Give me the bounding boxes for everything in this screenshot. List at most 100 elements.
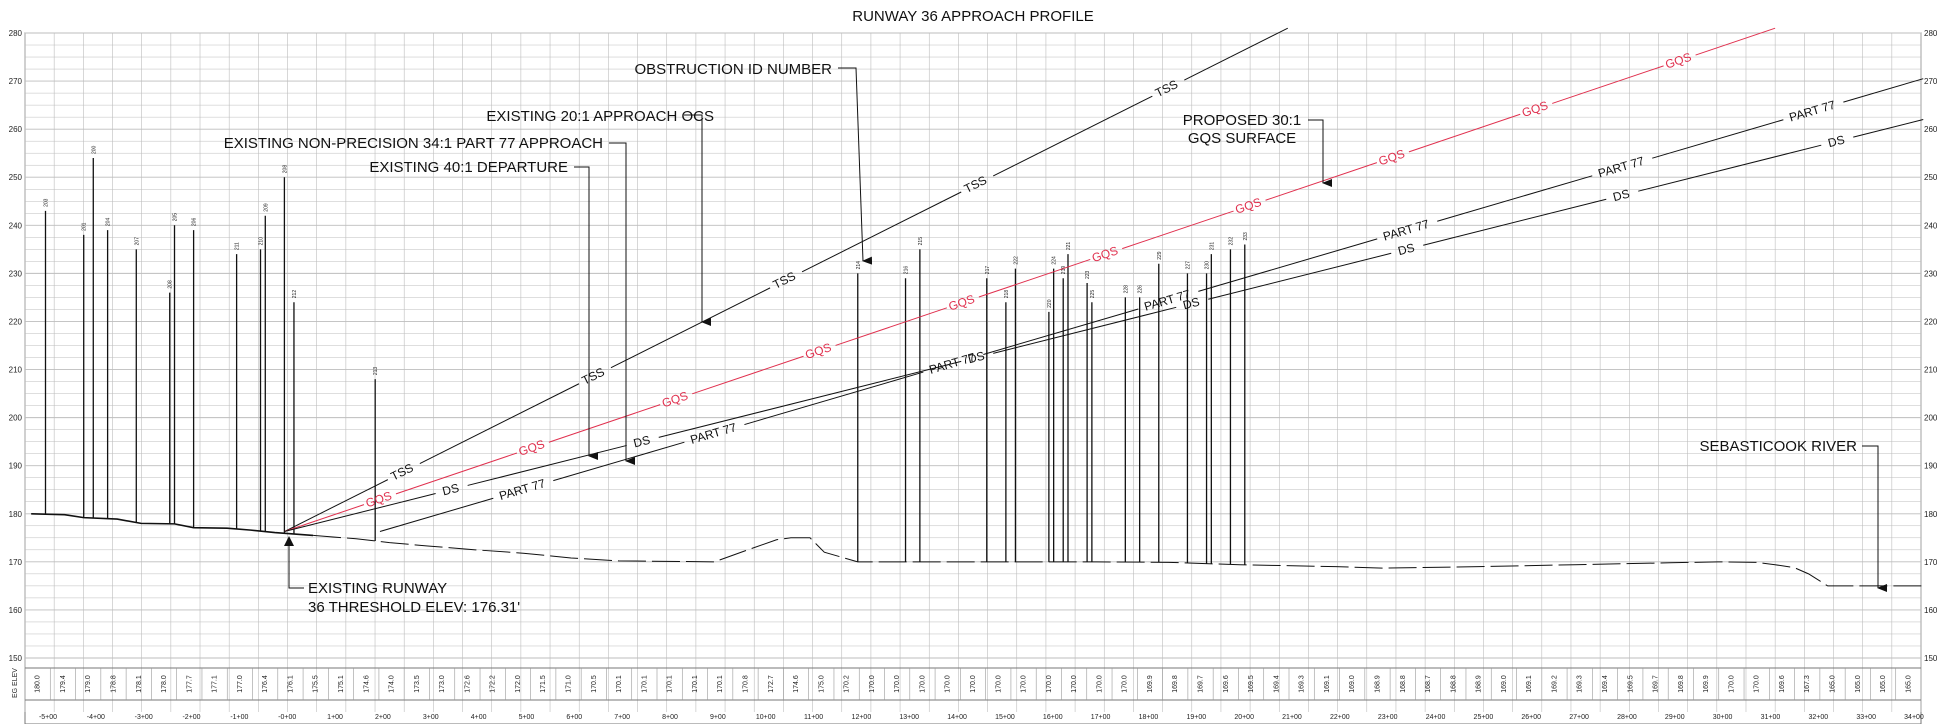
eg-elev-cell: 169.4 xyxy=(1273,675,1280,693)
elev-tick-left: 220 xyxy=(9,317,23,326)
obstruction-id: 221 xyxy=(1066,242,1072,251)
callout-sebasticook-river-text: SEBASTICOOK RIVER xyxy=(1699,438,1857,455)
eg-elev-cell: 176.4 xyxy=(262,675,269,693)
surface-ds-a-segment xyxy=(993,306,1177,354)
obstruction-id: 208 xyxy=(282,165,288,174)
surface-label: TSS xyxy=(771,269,798,292)
surface-label: GQS xyxy=(1663,50,1693,72)
surface-label: GQS xyxy=(660,389,690,411)
eg-elev-cell: 173.0 xyxy=(439,675,446,693)
obstruction-id: 219 xyxy=(1061,266,1067,275)
surface-gqs-segment xyxy=(692,355,804,395)
station-label: 30+00 xyxy=(1713,714,1733,721)
surface-p77-a-segment xyxy=(1437,175,1593,222)
eg-elev-cell: 169.4 xyxy=(1602,675,1609,693)
diagram-title: RUNWAY 36 APPROACH PROFILE xyxy=(852,8,1093,25)
station-label: 4+00 xyxy=(471,714,487,721)
elev-tick-left: 270 xyxy=(9,77,23,86)
surface-gqs-segment xyxy=(835,307,948,346)
surface-label: TSS xyxy=(962,173,989,196)
eg-elev-cell: 175.1 xyxy=(338,675,345,693)
surfaces: TSSTSSTSSTSSTSSGQSGQSGQSGQSGQSGQSGQSGQSG… xyxy=(284,27,1924,532)
station-label: -2+00 xyxy=(182,714,200,721)
elev-tick-left: 260 xyxy=(9,125,23,134)
callout-40-1-departure: EXISTING 40:1 DEPARTURE xyxy=(369,159,598,460)
eg-elev-cell: 171.0 xyxy=(566,675,573,693)
obstruction-id: 211 xyxy=(235,242,241,250)
surface-label: TSS xyxy=(580,365,607,388)
elev-tick-left: 230 xyxy=(9,269,23,278)
station-label: 20+00 xyxy=(1234,714,1254,721)
obstruction-id: 230 xyxy=(1205,261,1211,270)
callouts: OBSTRUCTION ID NUMBER EXISTING 20:1 APPR… xyxy=(224,61,1887,616)
obstruction-id: 220 xyxy=(1047,299,1053,308)
obstruction-id: 210 xyxy=(259,237,265,246)
station-label: 28+00 xyxy=(1617,714,1637,721)
station-label: -4+00 xyxy=(87,714,105,721)
surface-tss-segment xyxy=(801,191,962,273)
station-label: 25+00 xyxy=(1474,714,1494,721)
eg-elev-cell: 170.1 xyxy=(641,675,648,693)
station-label: -5+00 xyxy=(39,714,57,721)
elev-tick-right: 190 xyxy=(1924,462,1938,471)
surface-label: PART 77 xyxy=(927,350,977,377)
surface-tss-segment xyxy=(992,95,1153,177)
surface-label: PART 77 xyxy=(1788,98,1838,125)
callout-proposed-gqs: PROPOSED 30:1 GQS SURFACE xyxy=(1183,112,1332,187)
eg-elev-cell: 170.0 xyxy=(1122,675,1129,693)
elev-tick-right: 230 xyxy=(1924,269,1938,278)
station-label: 9+00 xyxy=(710,714,726,721)
surface-gqs-segment xyxy=(1552,65,1664,104)
eg-elev-cell: 178.1 xyxy=(136,675,143,693)
station-label: -1+00 xyxy=(230,714,248,721)
eg-elev-cell: 170.0 xyxy=(1754,675,1761,693)
station-label: 19+00 xyxy=(1186,714,1206,721)
surface-label: DS xyxy=(966,349,986,367)
station-label: 7+00 xyxy=(614,714,630,721)
station-label: 5+00 xyxy=(519,714,535,721)
obstruction-id: 224 xyxy=(1052,256,1058,265)
obstruction-id: 232 xyxy=(1228,237,1234,246)
obstruction-id: 204 xyxy=(106,218,112,227)
eg-elev-cell: 169.3 xyxy=(1577,675,1584,693)
obstruction-id: 201 xyxy=(82,222,88,231)
obstruction-id: 203 xyxy=(44,198,50,207)
surface-label: GQS xyxy=(947,292,977,314)
surface-tss-segment xyxy=(610,287,771,369)
eg-elev-cell: 176.1 xyxy=(287,675,294,693)
station-label: 6+00 xyxy=(566,714,582,721)
surface-p77-a-segment xyxy=(983,308,1139,355)
obstruction-id: 205 xyxy=(173,213,179,222)
surface-ds-a-segment xyxy=(1853,119,1924,138)
elev-tick-left: 170 xyxy=(9,558,23,567)
eg-elev-cell: 178.8 xyxy=(110,675,117,693)
eg-elev-cell: 172.2 xyxy=(490,675,497,693)
surface-label: PART 77 xyxy=(1596,154,1646,181)
obstruction-id: 222 xyxy=(1013,256,1019,265)
eg-elev-label: EG ELEV xyxy=(12,668,19,698)
station-label: 10+00 xyxy=(756,714,776,721)
surface-ds-a-segment xyxy=(1208,252,1392,300)
elev-tick-left: 250 xyxy=(9,173,23,182)
eg-elev-cell: 177.1 xyxy=(212,675,219,693)
eg-elev-cell: 173.5 xyxy=(414,675,421,693)
eg-elev-cell: 167.3 xyxy=(1804,675,1811,693)
eg-elev-cell: 169.9 xyxy=(1703,675,1710,693)
surface-gqs-segment xyxy=(1265,162,1378,201)
station-label: 17+00 xyxy=(1091,714,1111,721)
surface-label: DS xyxy=(1396,241,1416,259)
station-label: 27+00 xyxy=(1569,714,1589,721)
callout-40-1-departure-text: EXISTING 40:1 DEPARTURE xyxy=(369,159,568,176)
obstruction-id: 225 xyxy=(1090,290,1096,299)
surface-gqs-segment xyxy=(1122,210,1234,250)
eg-elev-cell: 170.0 xyxy=(1046,675,1053,693)
station-label: 32+00 xyxy=(1808,714,1828,721)
callout-sebasticook-river: SEBASTICOOK RIVER xyxy=(1699,438,1887,592)
eg-elev-cell: 178.0 xyxy=(161,675,168,693)
obstruction-id: 214 xyxy=(856,261,862,270)
surface-label: PART 77 xyxy=(1381,217,1431,244)
obstruction-id: 206 xyxy=(192,218,198,227)
eg-elev-cell: 169.1 xyxy=(1324,675,1331,693)
station-label: 16+00 xyxy=(1043,714,1063,721)
